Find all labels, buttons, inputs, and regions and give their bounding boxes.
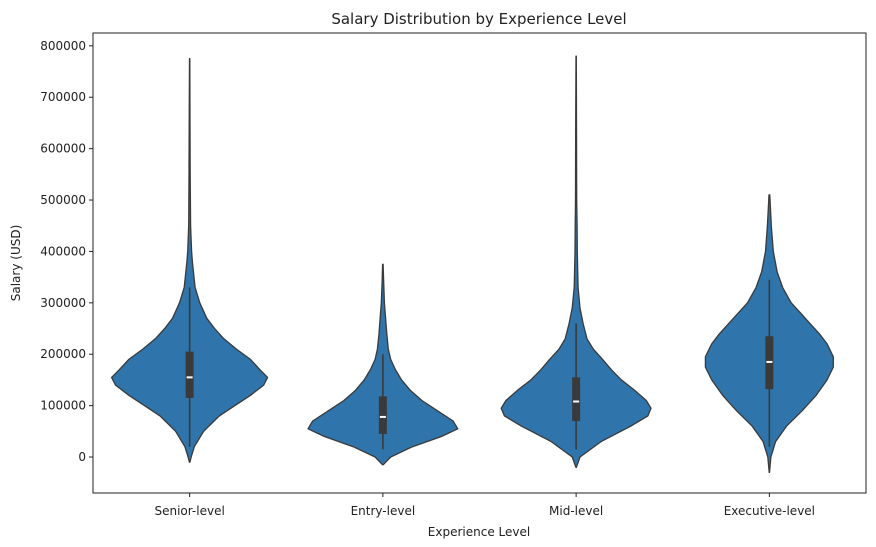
x-axis-title: Experience Level bbox=[428, 525, 530, 539]
y-tick-label: 300000 bbox=[40, 296, 86, 310]
violin-iqr-box bbox=[378, 396, 387, 434]
x-axis: Senior-level Entry-level Mid-level Executiv… bbox=[154, 493, 815, 518]
y-tick-label: 800000 bbox=[40, 39, 86, 53]
violin-body bbox=[500, 55, 652, 468]
plot-frame bbox=[92, 32, 867, 494]
y-axis-title: Salary (USD) bbox=[9, 225, 23, 302]
y-axis: 0 100000 200000 300000 400000 500000 600000 700… bbox=[40, 39, 93, 464]
y-tick-label: 200000 bbox=[40, 347, 86, 361]
violin-group bbox=[500, 55, 652, 468]
y-tick-label: 500000 bbox=[40, 193, 86, 207]
plot-area bbox=[110, 55, 834, 474]
y-tick-label: 0 bbox=[78, 450, 86, 464]
chart-title: Salary Distribution by Experience Level bbox=[331, 10, 626, 28]
x-tick-label: Senior-level bbox=[154, 504, 224, 518]
x-tick-label: Entry-level bbox=[351, 504, 416, 518]
y-tick-label: 100000 bbox=[40, 399, 86, 413]
violin-body bbox=[110, 58, 269, 463]
violin-iqr-box bbox=[185, 351, 194, 398]
x-tick-label: Mid-level bbox=[549, 504, 603, 518]
violin-iqr-box bbox=[572, 377, 581, 422]
y-tick-label: 600000 bbox=[40, 142, 86, 156]
y-tick-label: 700000 bbox=[40, 90, 86, 104]
x-tick-label: Executive-level bbox=[724, 504, 815, 518]
violin-group bbox=[307, 263, 459, 466]
y-tick-label: 400000 bbox=[40, 244, 86, 258]
violin-group bbox=[704, 194, 834, 474]
violin-group bbox=[110, 58, 269, 463]
